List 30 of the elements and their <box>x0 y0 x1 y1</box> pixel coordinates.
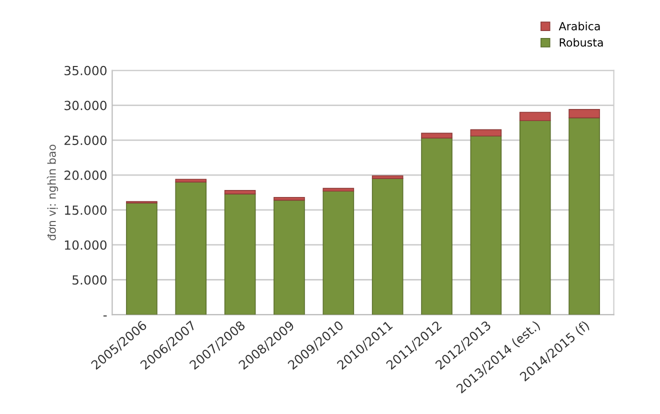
bar <box>126 202 158 315</box>
bar <box>470 136 502 315</box>
bar <box>274 200 305 315</box>
legend-label: Robusta <box>560 38 603 47</box>
bar <box>322 190 354 315</box>
y-tick-label: 25.000 <box>64 136 107 146</box>
bar <box>224 193 256 315</box>
bar <box>322 188 354 192</box>
y-tick-label: 15.000 <box>64 205 107 215</box>
bar <box>224 190 256 194</box>
bar <box>175 182 207 315</box>
y-tick-label: - <box>103 315 107 316</box>
bar <box>421 132 452 138</box>
bar <box>175 178 207 182</box>
bar <box>519 120 551 315</box>
bar <box>372 178 404 315</box>
y-tick-label: 5.000 <box>72 275 107 285</box>
y-tick-label: 20.000 <box>64 170 107 180</box>
y-axis-title: đơn vị: nghìn bao <box>46 144 58 240</box>
y-tick-label: 10.000 <box>64 240 107 250</box>
bar <box>274 196 305 201</box>
y-tick-label: 35.000 <box>64 66 107 76</box>
bar <box>568 117 600 315</box>
bar <box>568 109 600 118</box>
bar <box>470 129 502 136</box>
bar <box>421 138 452 315</box>
legend-label: Arabica <box>558 22 600 30</box>
y-tick-label: 30.000 <box>64 100 107 110</box>
bar <box>372 175 404 179</box>
bar <box>519 112 551 122</box>
